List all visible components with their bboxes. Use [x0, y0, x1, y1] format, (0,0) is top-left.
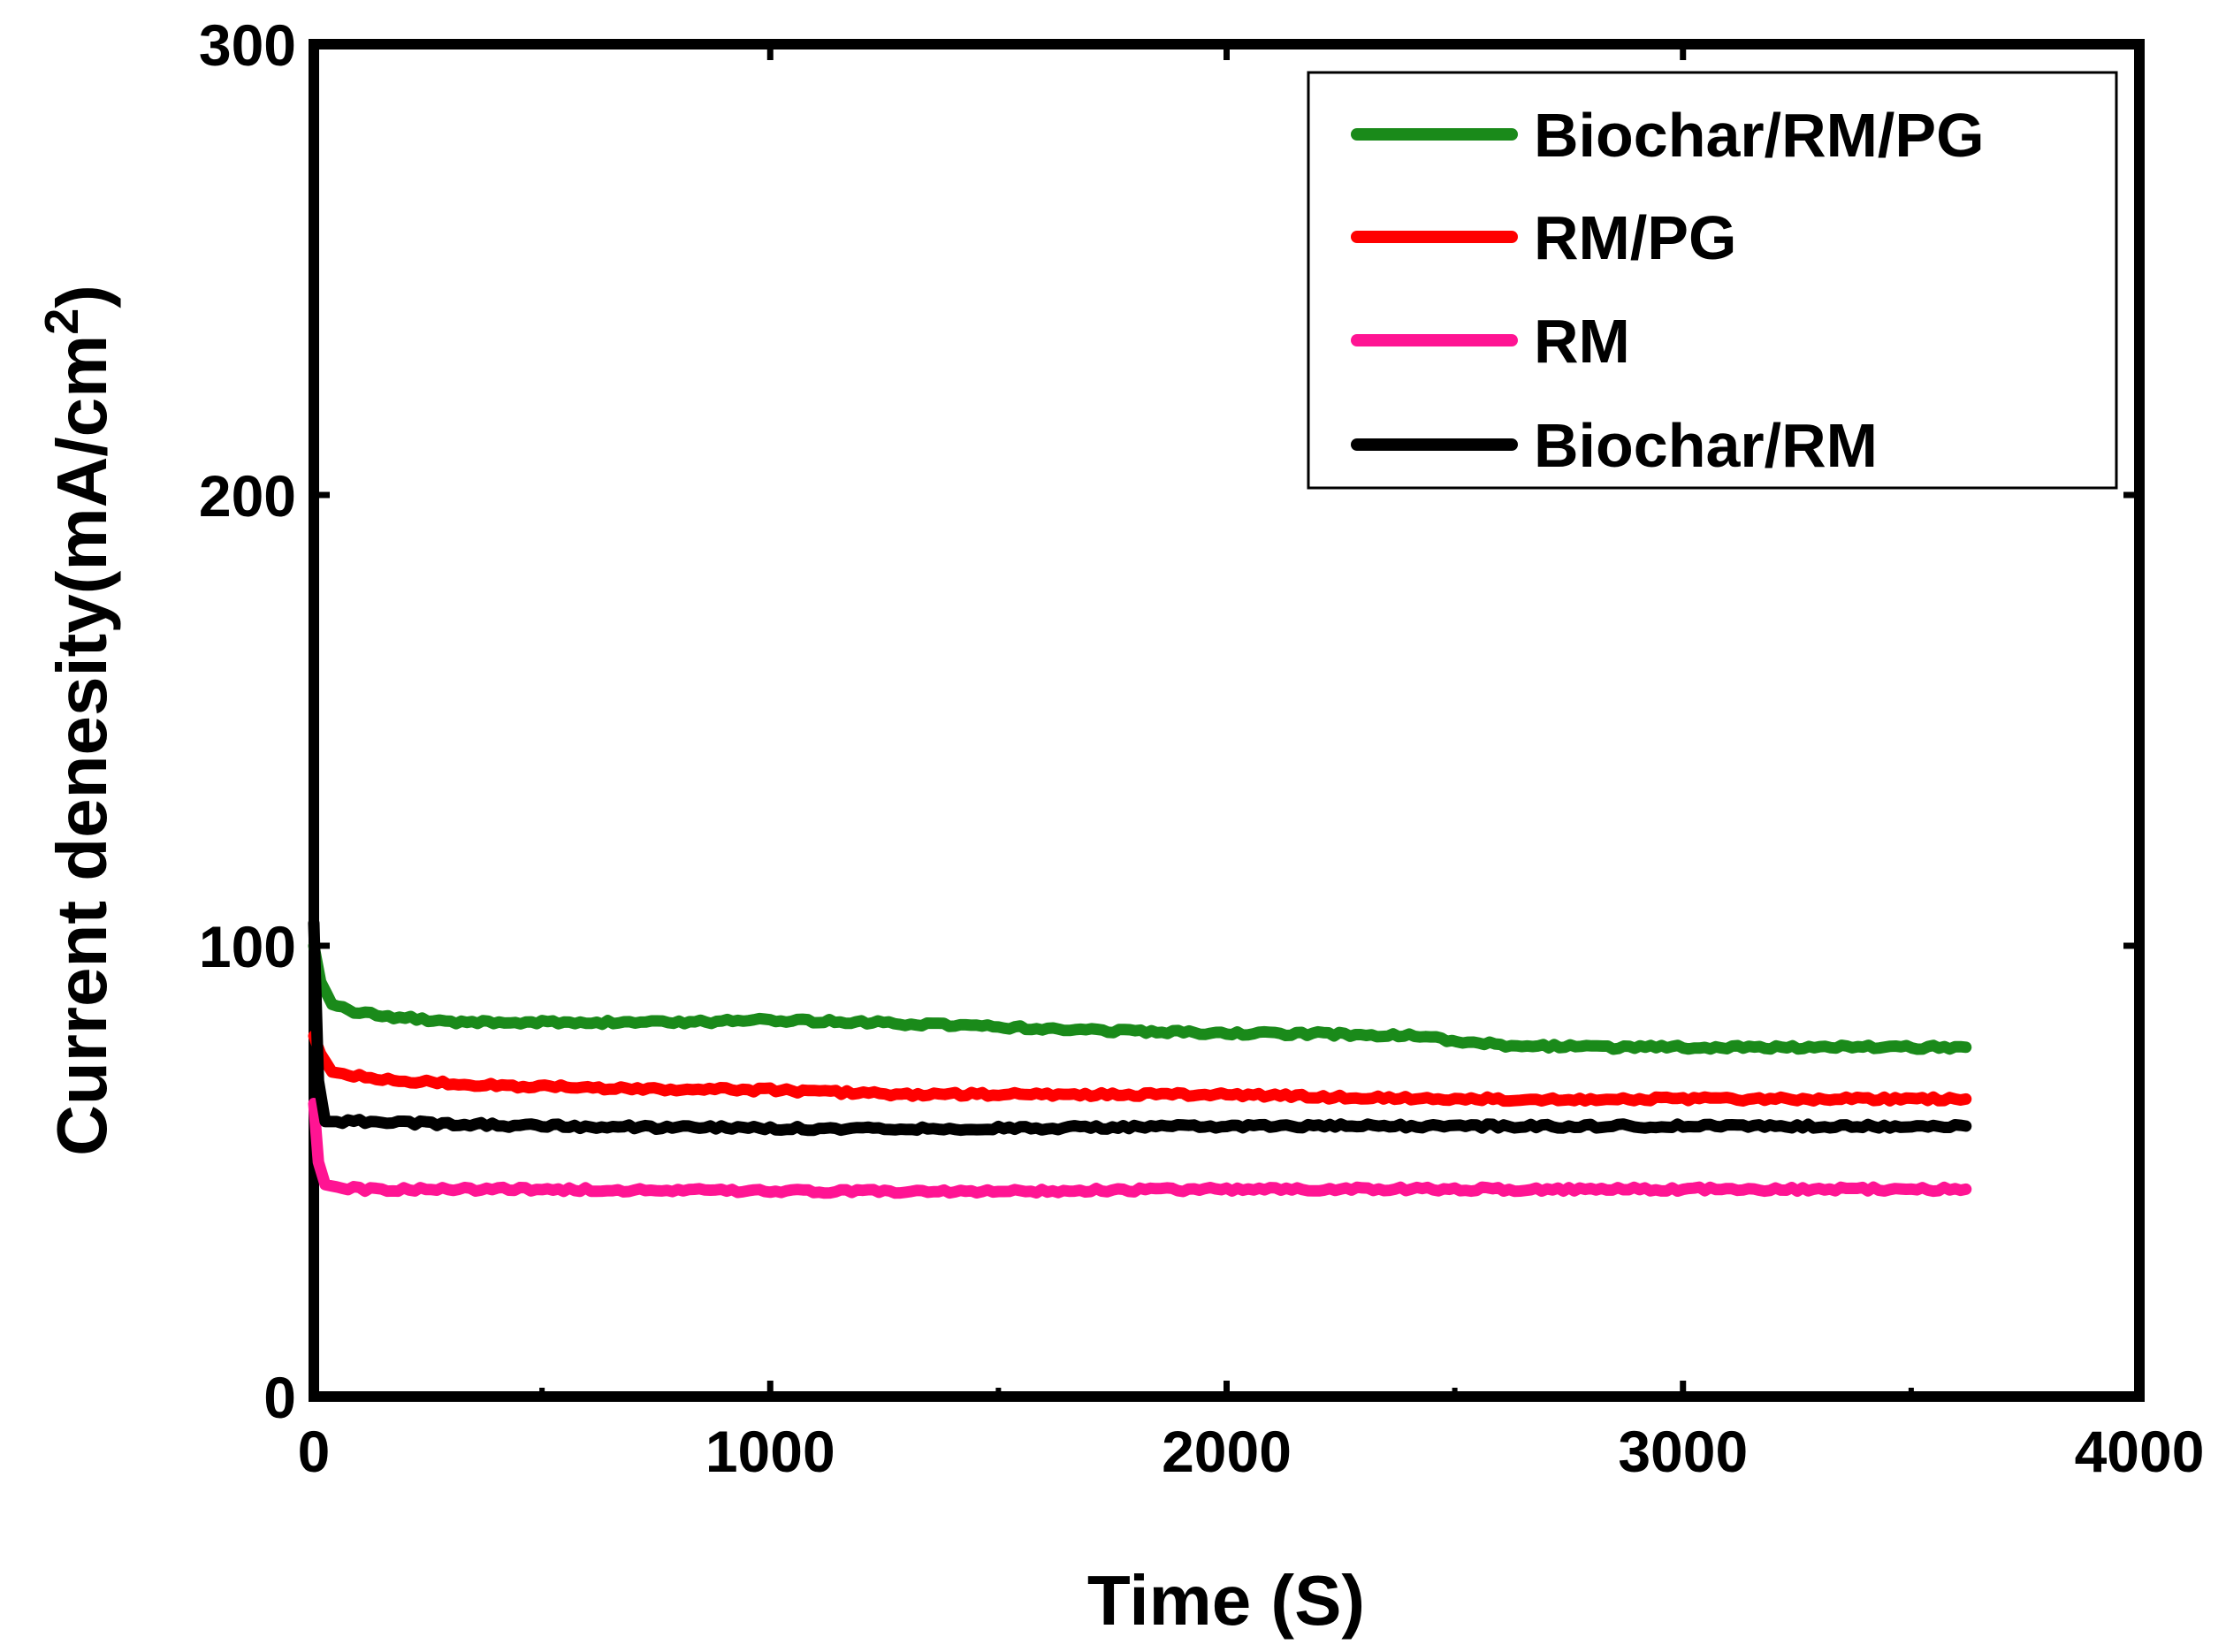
series-line-rm-pg [308, 1030, 1972, 1108]
legend-label: RM/PG [1534, 203, 1736, 272]
legend-label: Biochar/RM [1534, 411, 1878, 480]
x-tick-label: 2000 [1162, 1419, 1292, 1484]
x-tick-label: 4000 [2075, 1419, 2205, 1484]
x-tick-label: 1000 [705, 1419, 835, 1484]
y-tick-label: 100 [199, 914, 296, 979]
y-tick-label: 200 [199, 463, 296, 529]
legend-label: Biochar/RM/PG [1534, 101, 1985, 170]
x-tick-label: 3000 [1618, 1419, 1748, 1484]
x-axis-label: Time (S) [1087, 1561, 1365, 1640]
legend-box [1307, 71, 2118, 490]
series-line-rm [308, 1098, 1972, 1199]
series-line-biochar-rm-pg [308, 940, 1972, 1055]
series-line-biochar-rm [308, 917, 1972, 1137]
y-tick-label: 300 [199, 12, 296, 78]
y-axis-label: Current denesity(mA/cm2) [35, 285, 121, 1156]
series-layer [308, 917, 1972, 1199]
x-tick-label: 0 [298, 1419, 331, 1484]
tick-layer: 0 1000 2000 3000 4000 0 100 200 300 [199, 12, 2205, 1484]
legend-label: RM [1534, 307, 1630, 376]
y-tick-label: 0 [263, 1365, 296, 1430]
legend: Biochar/RM/PG RM/PG RM Biochar/RM [1307, 71, 2118, 490]
